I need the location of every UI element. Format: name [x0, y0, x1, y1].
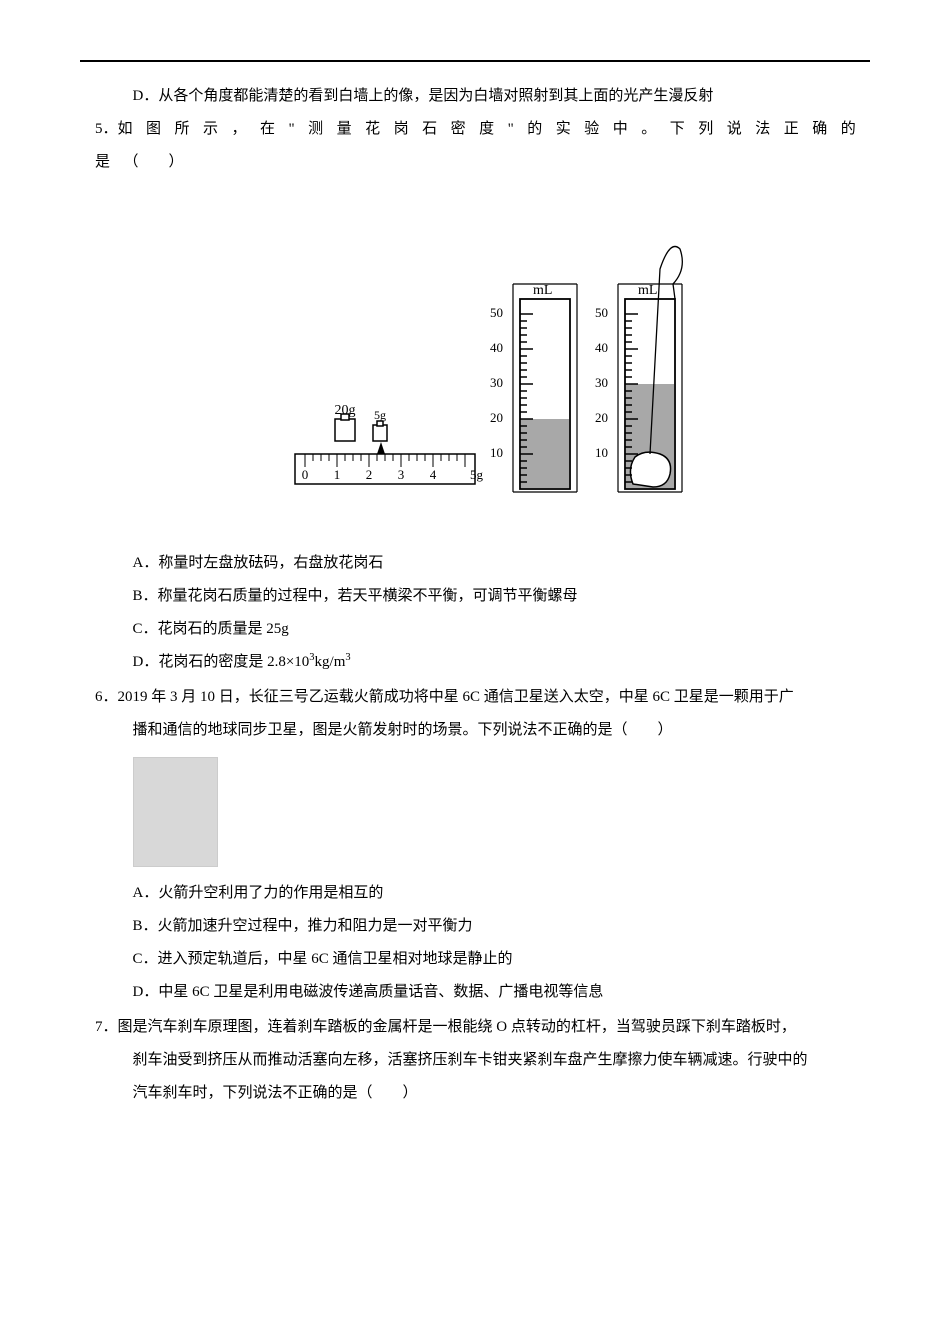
svg-text:1: 1 — [334, 467, 341, 482]
svg-text:40: 40 — [490, 340, 503, 355]
page-top-rule — [80, 60, 870, 62]
rock-icon — [630, 452, 670, 487]
q5-stem-text: 如图所示，在"测量花岗石密度"的实验中。下列说法正确的是 — [95, 121, 869, 170]
q5-d-sup2: 3 — [345, 652, 350, 663]
q7-stem-line3: 汽车刹车时，下列说法不正确的是（ ） — [80, 1077, 870, 1110]
q6-option-b: B．火箭加速升空过程中，推力和阻力是一对平衡力 — [133, 910, 871, 943]
q6-stem-line1: 6．2019 年 3 月 10 日，长征三号乙运载火箭成功将中星 6C 通信卫星… — [80, 681, 870, 714]
svg-text:40: 40 — [595, 340, 608, 355]
q7-stem-line2: 刹车油受到挤压从而推动活塞向左移，活塞挤压刹车卡钳夹紧刹车盘产生摩擦力使车辆减速… — [80, 1044, 870, 1077]
q5-option-c: C．花岗石的质量是 25g — [133, 613, 871, 646]
q5-d-pre: D．花岗石的密度是 2.8×10 — [133, 654, 310, 670]
q5-d-post: kg/m — [315, 654, 346, 670]
q6-rocket-image — [133, 757, 218, 867]
q5-number: 5． — [95, 121, 118, 137]
svg-text:20: 20 — [490, 410, 503, 425]
svg-text:4: 4 — [430, 467, 437, 482]
svg-text:10: 10 — [595, 445, 608, 460]
svg-text:20: 20 — [595, 410, 608, 425]
q6-option-c: C．进入预定轨道后，中星 6C 通信卫星相对地球是静止的 — [133, 943, 871, 976]
svg-text:0: 0 — [302, 467, 309, 482]
q5-option-a: A．称量时左盘放砝码，右盘放花岗石 — [133, 547, 871, 580]
q6-option-a: A．火箭升空利用了力的作用是相互的 — [133, 877, 871, 910]
weight-5g-icon — [373, 425, 387, 441]
q7-stem-line1: 7．图是汽车刹车原理图，连着刹车踏板的金属杆是一根能绕 O 点转动的杠杆，当驾驶… — [80, 1011, 870, 1044]
svg-text:50: 50 — [490, 305, 503, 320]
q5-option-d: D．花岗石的密度是 2.8×103kg/m3 — [133, 646, 871, 679]
svg-text:30: 30 — [490, 375, 503, 390]
q5-stem: 5．如图所示，在"测量花岗石密度"的实验中。下列说法正确的是（ ） — [80, 113, 870, 179]
svg-text:10: 10 — [490, 445, 503, 460]
q6-stem-line2: 播和通信的地球同步卫星，图是火箭发射时的场景。下列说法不正确的是（ ） — [80, 714, 870, 747]
weight-20g-icon — [335, 419, 355, 441]
cylinder-left-icon: mL 50 40 30 20 10 — [490, 283, 577, 492]
svg-text:30: 30 — [595, 375, 608, 390]
q5-option-b: B．称量花岗石质量的过程中，若天平横梁不平衡，可调节平衡螺母 — [133, 580, 871, 613]
ruler-pointer-icon — [377, 442, 385, 454]
cylinder-right-icon: mL 50 40 30 20 10 — [595, 247, 682, 493]
weight-5g-label: 5g — [374, 408, 386, 422]
svg-text:mL: mL — [638, 283, 657, 298]
svg-text:50: 50 — [595, 305, 608, 320]
q5-paren: （ ） — [124, 154, 184, 170]
q6-option-d: D．中星 6C 卫星是利用电磁波传递高质量话音、数据、广播电视等信息 — [133, 976, 871, 1009]
svg-text:mL: mL — [533, 283, 552, 298]
svg-text:5g: 5g — [470, 467, 484, 482]
question-6: 6．2019 年 3 月 10 日，长征三号乙运载火箭成功将中星 6C 通信卫星… — [80, 681, 870, 1009]
question-7: 7．图是汽车刹车原理图，连着刹车踏板的金属杆是一根能绕 O 点转动的杠杆，当驾驶… — [80, 1011, 870, 1110]
q4-option-d: D．从各个角度都能清楚的看到白墙上的像，是因为白墙对照射到其上面的光产生漫反射 — [80, 80, 870, 113]
svg-text:2: 2 — [366, 467, 373, 482]
question-5: 5．如图所示，在"测量花岗石密度"的实验中。下列说法正确的是（ ） 20g 5g — [80, 113, 870, 679]
q5-figure: 20g 5g 0 1 2 3 4 5g — [80, 209, 870, 529]
svg-text:3: 3 — [398, 467, 405, 482]
